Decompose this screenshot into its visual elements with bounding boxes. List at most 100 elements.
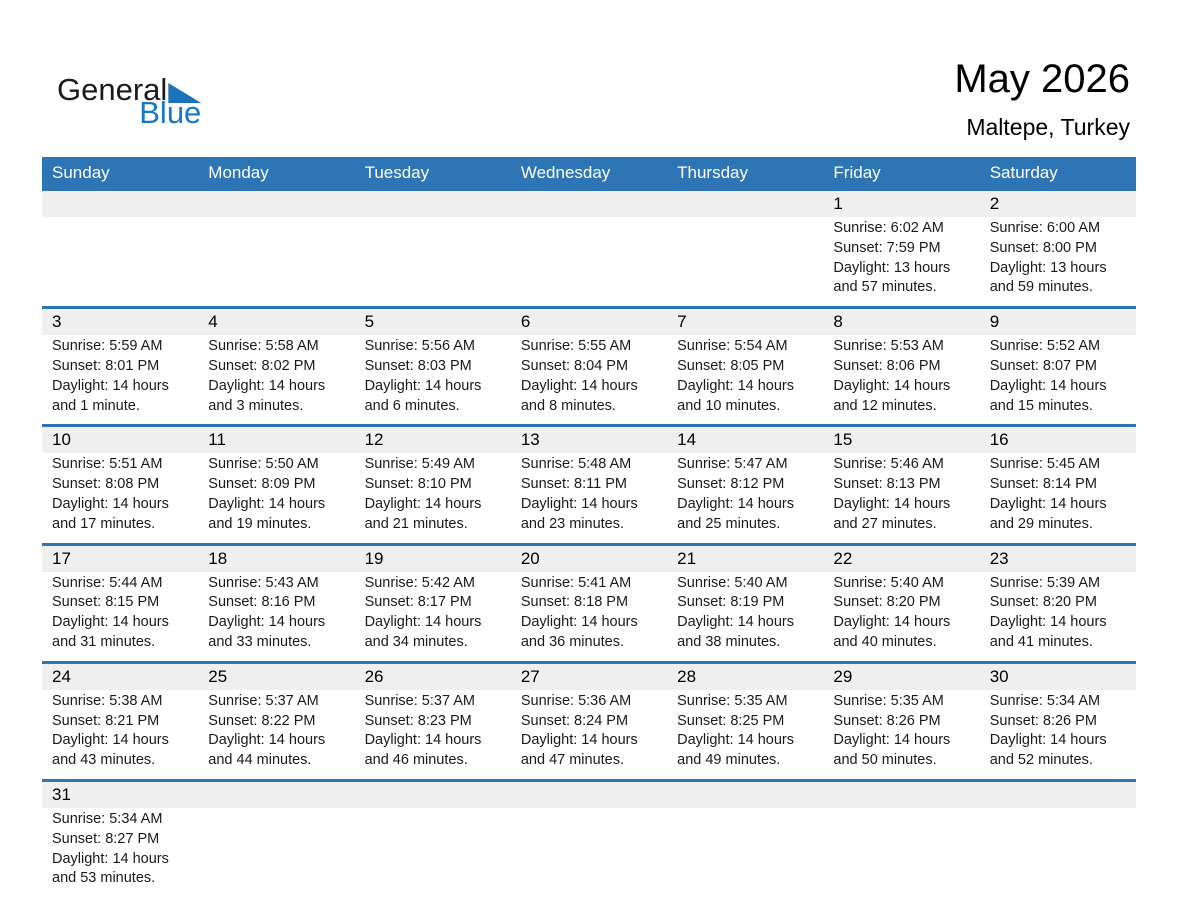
- empty-day-cell: [355, 217, 511, 306]
- sunrise-text: Sunrise: 5:58 AM: [208, 338, 319, 355]
- day-details-row: Sunrise: 6:02 AM Sunset: 7:59 PM Daylight:…: [42, 217, 1136, 307]
- day-details-row: Sunrise: 5:38 AM Sunset: 8:21 PM Daylight:…: [42, 689, 1136, 779]
- day-number: 16: [989, 430, 1009, 450]
- day-cell: Sunrise: 5:54 AM Sunset: 8:05 PM Daylight:…: [667, 335, 823, 424]
- daylight-text: Daylight: 14 hours and 38 minutes.: [677, 614, 795, 650]
- sunset-text: Sunset: 8:00 PM: [989, 239, 1097, 256]
- daylight-text: Daylight: 14 hours and 40 minutes.: [833, 614, 951, 650]
- day-details-row: Sunrise: 5:34 AM Sunset: 8:27 PM Daylight:…: [42, 807, 1136, 898]
- empty-day-cell: [511, 808, 667, 897]
- day-number: 11: [208, 430, 226, 450]
- sunset-text: Sunset: 7:59 PM: [833, 239, 941, 256]
- sunrise-text: Sunrise: 5:40 AM: [677, 574, 788, 591]
- day-cell: Sunrise: 5:52 AM Sunset: 8:07 PM Daylight:…: [980, 335, 1136, 424]
- day-cell: Sunrise: 5:34 AM Sunset: 8:26 PM Daylight:…: [980, 690, 1136, 779]
- general-blue-logo: General Blue: [57, 74, 202, 131]
- sunset-text: Sunset: 8:13 PM: [833, 476, 941, 493]
- day-cell: Sunrise: 5:46 AM Sunset: 8:13 PM Daylight:…: [823, 453, 979, 542]
- sunset-text: Sunset: 8:17 PM: [364, 594, 472, 611]
- empty-day-number: [42, 191, 198, 217]
- sunset-text: Sunset: 8:07 PM: [989, 357, 1097, 374]
- sunset-text: Sunset: 8:14 PM: [989, 476, 1097, 493]
- empty-day-number: [980, 782, 1136, 808]
- day-cell: Sunrise: 5:37 AM Sunset: 8:22 PM Daylight:…: [198, 690, 354, 779]
- day-cell: Sunrise: 5:56 AM Sunset: 8:03 PM Daylight:…: [355, 335, 511, 424]
- sunset-text: Sunset: 8:24 PM: [520, 712, 629, 729]
- day-number: 18: [208, 548, 228, 568]
- empty-day-cell: [42, 217, 198, 306]
- day-number: 12: [364, 430, 384, 450]
- sunrise-text: Sunrise: 5:59 AM: [52, 338, 163, 355]
- day-cell: Sunrise: 5:44 AM Sunset: 8:15 PM Daylight:…: [42, 572, 198, 661]
- daylight-text: Daylight: 14 hours and 15 minutes.: [989, 377, 1107, 414]
- sunrise-text: Sunrise: 5:39 AM: [989, 574, 1101, 591]
- daylight-text: Daylight: 14 hours and 43 minutes.: [52, 732, 169, 769]
- sunrise-text: Sunrise: 5:34 AM: [989, 692, 1101, 709]
- sunrise-text: Sunrise: 5:56 AM: [364, 338, 475, 355]
- empty-day-cell: [823, 808, 979, 897]
- day-number: 19: [364, 548, 384, 568]
- sunrise-text: Sunrise: 5:46 AM: [833, 456, 944, 473]
- day-cell: Sunrise: 5:40 AM Sunset: 8:19 PM Daylight:…: [667, 572, 823, 661]
- day-cell: Sunrise: 5:53 AM Sunset: 8:06 PM Daylight:…: [823, 335, 979, 424]
- day-cell: Sunrise: 5:47 AM Sunset: 8:12 PM Daylight:…: [667, 453, 823, 542]
- sunset-text: Sunset: 8:06 PM: [833, 357, 941, 374]
- sunset-text: Sunset: 8:26 PM: [989, 712, 1097, 729]
- day-details-row: Sunrise: 5:59 AM Sunset: 8:01 PM Daylight:…: [42, 335, 1136, 425]
- sunrise-text: Sunrise: 5:36 AM: [520, 692, 632, 709]
- day-number: 24: [52, 666, 71, 686]
- daylight-text: Daylight: 14 hours and 47 minutes.: [520, 732, 638, 769]
- day-number: 22: [833, 548, 853, 568]
- day-number: 13: [520, 430, 540, 450]
- weekday-wednesday: Wednesday: [520, 162, 611, 182]
- day-number: 4: [208, 312, 218, 332]
- sunset-text: Sunset: 8:09 PM: [208, 476, 316, 493]
- day-cell: Sunrise: 6:00 AM Sunset: 8:00 PM Daylight:…: [980, 217, 1136, 306]
- sunrise-text: Sunrise: 5:54 AM: [677, 338, 788, 355]
- day-cell: Sunrise: 5:45 AM Sunset: 8:14 PM Daylight:…: [980, 453, 1136, 542]
- sunrise-text: Sunrise: 5:37 AM: [364, 692, 475, 709]
- week-row: 10 11 12 13 14 15 16 Sunrise: 5:51 AM Sunset: 8:…: [42, 424, 1136, 543]
- day-number: 5: [364, 312, 375, 332]
- empty-day-cell: [667, 217, 823, 306]
- empty-day-number: [198, 782, 354, 808]
- weekday-sunday: Sunday: [52, 162, 110, 182]
- sunrise-text: Sunrise: 5:48 AM: [520, 456, 632, 473]
- day-number-band: 31: [42, 781, 1136, 808]
- sunset-text: Sunset: 8:27 PM: [52, 830, 160, 847]
- empty-day-number: [511, 782, 667, 808]
- weekday-header-row: Sunday Monday Tuesday Wednesday Thursday…: [42, 157, 1136, 188]
- sunrise-text: Sunrise: 5:50 AM: [208, 456, 319, 473]
- week-row: 31 Sunrise: 5:34 AM Sunset: 8:27 PM Dayligh…: [42, 778, 1136, 898]
- sunset-text: Sunset: 8:16 PM: [208, 594, 316, 611]
- sunrise-text: Sunrise: 5:40 AM: [833, 574, 944, 591]
- weekday-tuesday: Tuesday: [364, 162, 430, 182]
- day-number: 25: [208, 666, 228, 686]
- day-number: 28: [677, 666, 697, 686]
- day-details-row: Sunrise: 5:44 AM Sunset: 8:15 PM Daylight:…: [42, 571, 1136, 661]
- daylight-text: Daylight: 14 hours and 33 minutes.: [208, 614, 326, 650]
- sunrise-text: Sunrise: 5:37 AM: [208, 692, 319, 709]
- sunrise-text: Sunrise: 5:43 AM: [208, 574, 319, 591]
- week-row: 3 4 5 6 7 8 9 Sunrise: 5:59 AM Sunset: 8:01 PM Da…: [42, 306, 1136, 425]
- day-number: 30: [989, 666, 1009, 686]
- daylight-text: Daylight: 14 hours and 25 minutes.: [677, 495, 795, 532]
- empty-day-cell: [355, 808, 511, 897]
- day-number: 26: [364, 666, 384, 686]
- daylight-text: Daylight: 14 hours and 21 minutes.: [364, 495, 482, 532]
- day-number: 9: [989, 312, 1000, 332]
- sunset-text: Sunset: 8:01 PM: [52, 357, 160, 374]
- sunset-text: Sunset: 8:18 PM: [520, 594, 629, 611]
- day-number: 31: [52, 784, 71, 804]
- day-cell: Sunrise: 5:49 AM Sunset: 8:10 PM Daylight:…: [355, 453, 511, 542]
- day-cell: Sunrise: 5:50 AM Sunset: 8:09 PM Daylight:…: [198, 453, 354, 542]
- sunrise-text: Sunrise: 6:02 AM: [833, 220, 944, 236]
- day-cell: Sunrise: 5:40 AM Sunset: 8:20 PM Daylight:…: [823, 572, 979, 661]
- sunset-text: Sunset: 8:19 PM: [677, 594, 785, 611]
- daylight-text: Daylight: 14 hours and 29 minutes.: [989, 495, 1107, 532]
- daylight-text: Daylight: 14 hours and 44 minutes.: [208, 732, 326, 769]
- sunset-text: Sunset: 8:02 PM: [208, 357, 316, 374]
- sunrise-text: Sunrise: 5:53 AM: [833, 338, 944, 355]
- day-cell: Sunrise: 6:02 AM Sunset: 7:59 PM Daylight:…: [823, 217, 979, 306]
